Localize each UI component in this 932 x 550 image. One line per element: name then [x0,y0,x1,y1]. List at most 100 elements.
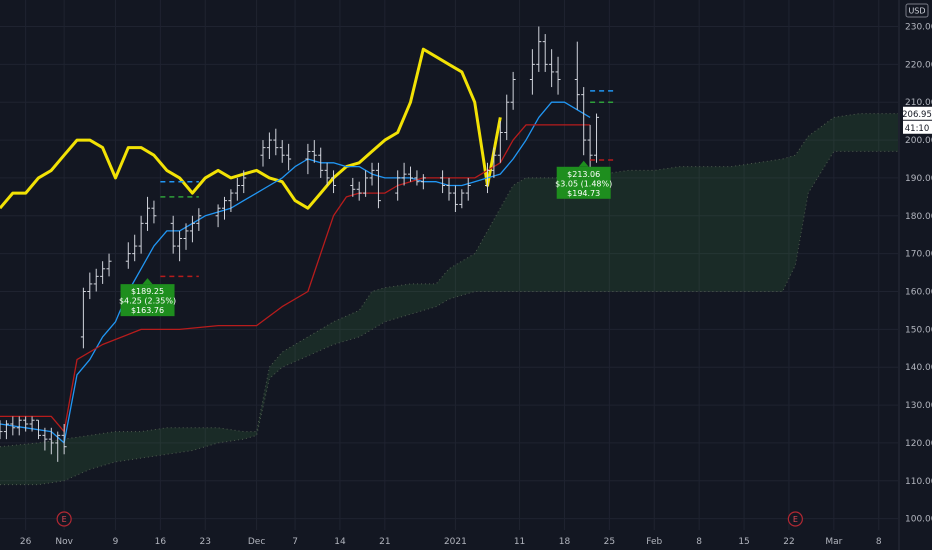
ohlc-bar[interactable] [279,140,285,163]
callout-text: $194.73 [567,189,600,198]
ohlc-bar[interactable] [465,177,471,201]
ohlc-bar[interactable] [452,185,458,213]
ohlc-bar[interactable] [196,208,202,231]
ohlc-bar[interactable] [497,121,503,163]
y-tick-label: 200.00 [905,136,932,146]
ohlc-bar[interactable] [324,162,330,186]
ohlc-bar[interactable] [106,253,112,277]
ohlc-bar[interactable] [87,272,93,300]
ohlc-bar[interactable] [138,215,144,254]
ohlc-bar[interactable] [266,132,272,160]
ohlc-bar[interactable] [48,427,54,455]
callout-pointer [142,278,153,285]
x-tick-label: 7 [292,537,298,547]
ohlc-bar[interactable] [16,416,22,436]
ohlc-bar[interactable] [260,140,266,167]
ohlc-bar[interactable] [529,49,535,95]
ohlc-bar[interactable] [574,41,580,110]
y-tick-label: 160.00 [905,288,932,298]
ohlc-bar[interactable] [125,242,131,269]
callout-text: $213.06 [567,170,600,179]
ohlc-bar[interactable] [100,261,106,284]
ohlc-bar[interactable] [420,174,426,190]
ohlc-bar[interactable] [234,177,240,201]
ohlc-bar[interactable] [3,420,9,440]
callout-box[interactable] [120,284,175,317]
ohlc-bar[interactable] [331,170,337,194]
ohlc-bar[interactable] [555,56,561,95]
x-tick-label: 18 [559,537,571,547]
ohlc-bar[interactable] [241,170,247,194]
ohlc-bar[interactable] [549,49,555,88]
y-tick-label: 140.00 [905,363,932,373]
x-tick-label: 8 [696,537,702,547]
currency-button[interactable] [905,3,929,18]
cloud-lower-edge [0,150,898,486]
ohlc-bar[interactable] [414,170,420,186]
ohlc-bar[interactable] [10,416,16,436]
x-tick-label: 11 [514,537,525,547]
ohlc-bar[interactable] [536,26,542,72]
ohlc-bar[interactable] [183,223,189,250]
ohlc-bar[interactable] [446,177,452,201]
ohlc-bar[interactable] [29,416,35,432]
earnings-icon[interactable] [787,511,803,527]
x-tick-label: 2021 [444,537,467,547]
x-tick-label: 15 [738,537,749,547]
earnings-label: E [62,515,67,524]
ohlc-bar[interactable] [484,162,490,194]
ohlc-bar[interactable] [189,215,195,243]
ohlc-bar[interactable] [273,128,279,156]
ohlc-bar[interactable] [491,147,497,178]
ohlc-bar[interactable] [0,420,3,440]
ohlc-bar[interactable] [35,419,41,440]
x-tick-label: 25 [604,537,615,547]
ohlc-bar[interactable] [215,204,221,228]
ohlc-bar[interactable] [408,166,414,182]
ohlc-bar[interactable] [510,71,516,110]
x-tick-label: 26 [20,537,32,547]
ohlc-bar[interactable] [587,124,593,171]
ohlc-bar[interactable] [23,416,29,432]
ohlc-bar[interactable] [318,147,324,178]
y-tick-label: 150.00 [905,325,932,335]
ohlc-bar[interactable] [55,431,61,462]
ohlc-bar[interactable] [542,34,548,72]
callout-box[interactable] [556,166,611,199]
ohlc-bar[interactable] [395,170,401,201]
ohlc-bar[interactable] [61,424,67,455]
x-tick-label: 8 [876,537,882,547]
ohlc-bar[interactable] [581,87,587,156]
countdown-label: 41:10 [905,124,930,134]
ohlc-bar[interactable] [286,143,292,171]
ohlc-bar[interactable] [177,230,183,262]
ohlc-bar[interactable] [228,189,234,212]
ohlc-bar[interactable] [356,181,362,201]
ohlc-bar[interactable] [305,143,311,175]
ohlc-bar[interactable] [151,200,157,224]
ohlc-bar[interactable] [350,177,356,197]
cloud-area [0,113,898,485]
y-tick-label: 100.00 [905,515,932,525]
ohlc-bar[interactable] [375,162,381,209]
ohlc-bar[interactable] [145,196,151,231]
ohlc-bar[interactable] [369,162,375,186]
ohlc-bar[interactable] [132,234,138,262]
earnings-icon[interactable] [56,511,72,527]
ohlc-bar[interactable] [401,162,407,186]
ohlc-bar[interactable] [170,215,176,254]
ohlc-bar[interactable] [459,189,465,209]
ohlc-bar[interactable] [440,170,446,194]
ohlc-bar[interactable] [311,140,317,163]
ohlc-bar[interactable] [42,427,48,451]
ohlc-bar[interactable] [222,196,227,220]
last-price-badge [903,106,932,120]
ohlc-bar[interactable] [80,287,86,349]
ohlc-bar[interactable] [93,268,99,292]
x-tick-label: Nov [55,537,73,547]
ohlc-bar[interactable] [363,170,369,197]
ohlc-bar[interactable] [504,94,510,141]
ohlc-bar[interactable] [594,113,600,163]
